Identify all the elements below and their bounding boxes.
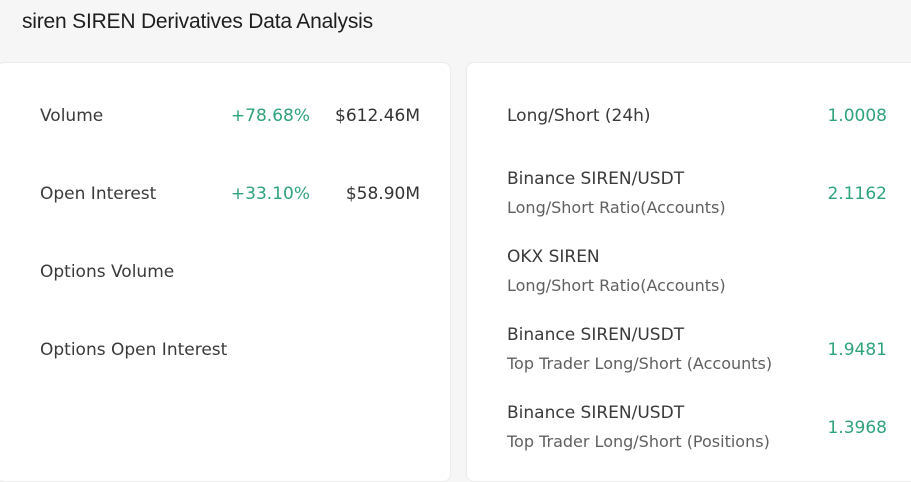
page-title: siren SIREN Derivatives Data Analysis — [22, 10, 373, 33]
metric-label: Volume — [40, 106, 104, 126]
ratio-label: Long/Short (24h) — [507, 106, 651, 126]
ratio-sublabel: Top Trader Long/Short (Positions) — [507, 432, 770, 451]
ratio-label: Binance SIREN/USDT — [507, 403, 685, 423]
metric-row-options-volume: Options Volume — [40, 262, 420, 286]
metric-change: +33.10% — [230, 184, 310, 204]
ratio-row-binance-top-trader-accounts: Binance SIREN/USDT Top Trader Long/Short… — [507, 325, 887, 381]
metric-label: Options Volume — [40, 262, 175, 282]
ratio-sublabel: Long/Short Ratio(Accounts) — [507, 198, 726, 217]
long-short-card: Long/Short (24h) 1.0008 Binance SIREN/US… — [466, 62, 911, 482]
ratio-row-binance-accounts: Binance SIREN/USDT Long/Short Ratio(Acco… — [507, 169, 887, 225]
ratio-row-long-short-24h: Long/Short (24h) 1.0008 — [507, 106, 887, 132]
metric-label: Options Open Interest — [40, 340, 228, 360]
market-metrics-card: Volume +78.68% $612.46M Open Interest +3… — [0, 62, 451, 482]
metric-change: +78.68% — [230, 106, 310, 126]
ratio-value: 1.9481 — [827, 340, 887, 360]
ratio-label: Binance SIREN/USDT — [507, 325, 685, 345]
ratio-sublabel: Top Trader Long/Short (Accounts) — [507, 354, 773, 373]
ratio-row-binance-top-trader-positions: Binance SIREN/USDT Top Trader Long/Short… — [507, 403, 887, 459]
ratio-row-okx-accounts: OKX SIREN Long/Short Ratio(Accounts) — [507, 247, 887, 303]
metric-row-options-open-interest: Options Open Interest — [40, 340, 420, 364]
ratio-value: 1.3968 — [827, 418, 887, 438]
metric-value: $612.46M — [335, 106, 420, 126]
ratio-sublabel: Long/Short Ratio(Accounts) — [507, 276, 726, 295]
ratio-value: 1.0008 — [827, 106, 887, 126]
ratio-value: 2.1162 — [827, 184, 887, 204]
metric-row-volume: Volume +78.68% $612.46M — [40, 106, 420, 130]
ratio-label: Binance SIREN/USDT — [507, 169, 685, 189]
metric-label: Open Interest — [40, 184, 157, 204]
metric-value: $58.90M — [345, 184, 420, 204]
ratio-label: OKX SIREN — [507, 247, 600, 267]
metric-row-open-interest: Open Interest +33.10% $58.90M — [40, 184, 420, 208]
